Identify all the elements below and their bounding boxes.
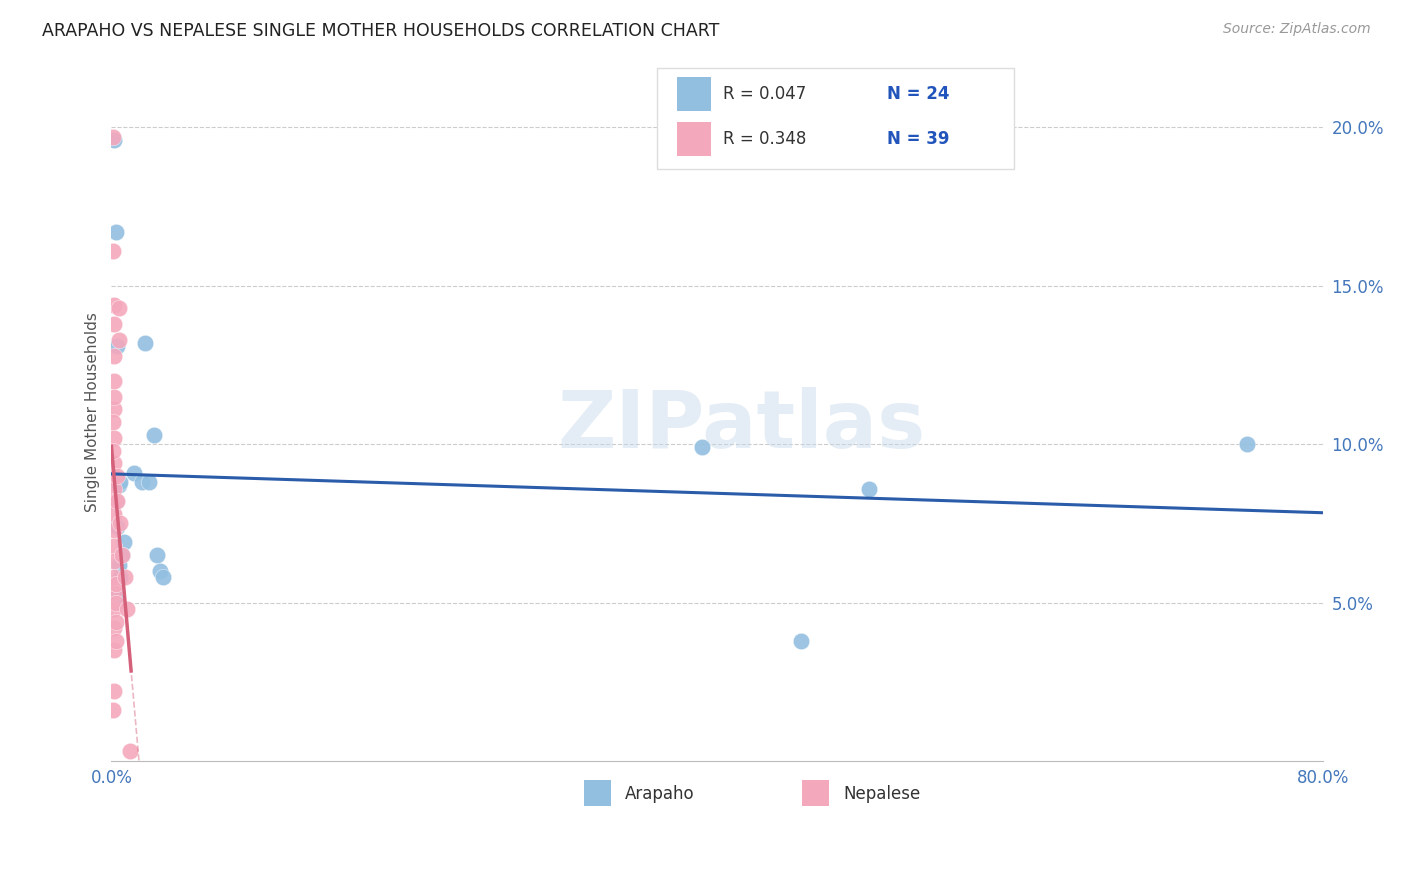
Point [103, 684, 125, 698]
Point [146, 548, 169, 562]
Point [103, 298, 125, 312]
Point [690, 441, 713, 455]
Point [103, 523, 125, 537]
Point [107, 469, 129, 483]
Point [103, 621, 125, 635]
Point [122, 466, 145, 480]
Point [101, 443, 124, 458]
Point [1236, 437, 1258, 451]
Point [142, 427, 165, 442]
Point [114, 570, 136, 584]
Point [110, 516, 132, 531]
Text: N = 24: N = 24 [887, 85, 949, 103]
Point [101, 129, 124, 144]
Point [104, 494, 127, 508]
Point [108, 301, 131, 315]
Point [103, 643, 125, 657]
Point [107, 589, 129, 603]
Point [112, 535, 135, 549]
Text: R = 0.348: R = 0.348 [723, 130, 807, 148]
Point [103, 456, 125, 470]
Point [103, 133, 125, 147]
Point [107, 339, 129, 353]
Point [118, 744, 141, 758]
Point [103, 586, 125, 600]
Text: R = 0.047: R = 0.047 [723, 85, 807, 103]
Point [103, 494, 125, 508]
Point [789, 633, 811, 648]
Bar [583, 780, 610, 806]
Point [110, 570, 132, 584]
Point [111, 548, 134, 562]
Point [108, 558, 131, 572]
Point [104, 225, 127, 239]
Text: ARAPAHO VS NEPALESE SINGLE MOTHER HOUSEHOLDS CORRELATION CHART: ARAPAHO VS NEPALESE SINGLE MOTHER HOUSEH… [42, 22, 720, 40]
Point [101, 703, 124, 717]
Point [131, 475, 153, 490]
FancyBboxPatch shape [657, 68, 1014, 169]
Point [103, 349, 125, 363]
Point [149, 564, 172, 578]
Point [101, 244, 124, 258]
Point [138, 475, 160, 490]
Point [104, 633, 127, 648]
Point [103, 482, 125, 496]
Text: N = 39: N = 39 [887, 130, 949, 148]
Point [103, 390, 125, 404]
Point [115, 602, 138, 616]
Point [104, 615, 127, 629]
Point [107, 494, 129, 508]
Point [103, 317, 125, 331]
Text: ZIPatlas: ZIPatlas [557, 387, 925, 466]
Point [110, 475, 132, 490]
Point [108, 333, 131, 347]
Point [858, 482, 880, 496]
Point [103, 431, 125, 445]
Point [103, 570, 125, 584]
Text: Source: ZipAtlas.com: Source: ZipAtlas.com [1223, 22, 1371, 37]
Point [111, 548, 134, 562]
Point [103, 469, 125, 483]
Text: Nepalese: Nepalese [844, 785, 921, 803]
Point [107, 519, 129, 533]
Point [103, 539, 125, 553]
Point [104, 596, 127, 610]
Point [103, 374, 125, 388]
Point [108, 478, 131, 492]
Point [103, 554, 125, 568]
Bar [801, 780, 828, 806]
Point [103, 602, 125, 616]
Text: Arapaho: Arapaho [626, 785, 695, 803]
Point [152, 570, 174, 584]
Bar [678, 122, 711, 156]
Point [101, 415, 124, 429]
Point [104, 576, 127, 591]
Point [103, 507, 125, 521]
Point [103, 402, 125, 417]
Y-axis label: Single Mother Households: Single Mother Households [86, 312, 100, 513]
Bar [678, 77, 711, 111]
Point [134, 335, 156, 350]
